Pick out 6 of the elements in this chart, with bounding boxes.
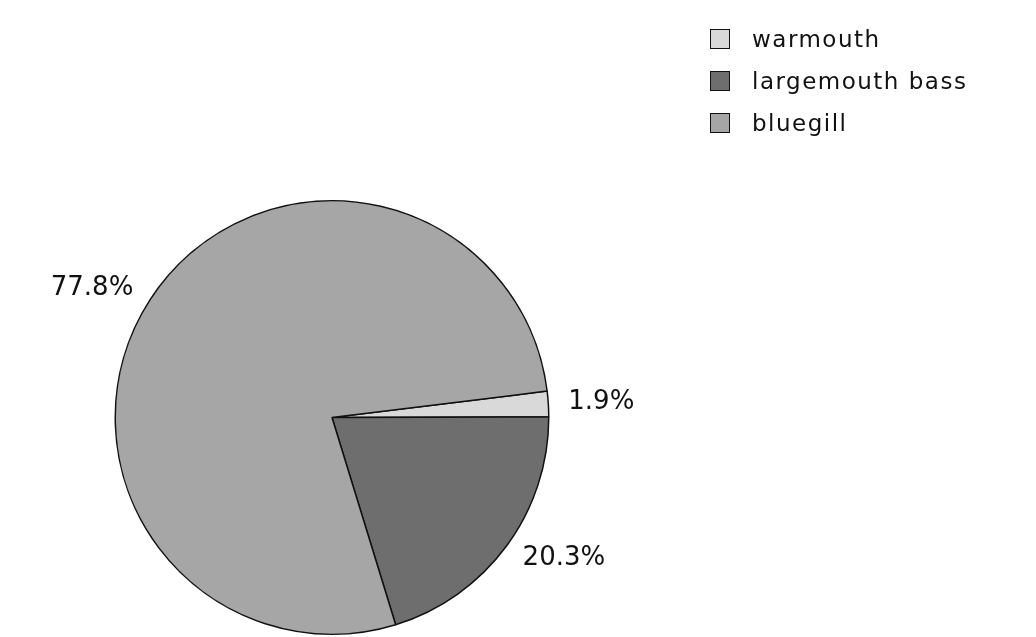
- legend-label: largemouth bass: [752, 68, 968, 94]
- data-label: 77.8%: [50, 271, 134, 302]
- legend-label: bluegill: [752, 110, 848, 136]
- data-label: 20.3%: [522, 540, 606, 571]
- data-label: 1.9%: [568, 385, 635, 416]
- legend-label: warmouth: [752, 26, 881, 52]
